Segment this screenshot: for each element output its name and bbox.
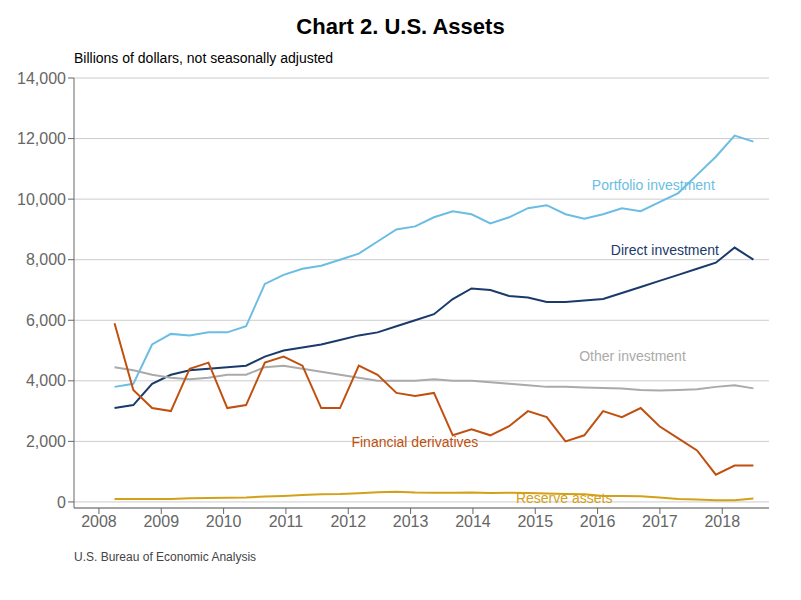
svg-text:Reserve assets: Reserve assets <box>516 490 612 506</box>
svg-text:Financial derivatives: Financial derivatives <box>351 434 478 450</box>
svg-text:2011: 2011 <box>269 513 304 530</box>
svg-text:2015: 2015 <box>517 513 553 530</box>
svg-text:0: 0 <box>57 494 66 511</box>
html-text:Chart 2. U.S. Assets: Chart 2. U.S. Assets <box>296 14 505 39</box>
svg-text:2008: 2008 <box>81 513 117 530</box>
svg-text:2013: 2013 <box>393 513 429 530</box>
html-text:Billions of dollars, not seaso: Billions of dollars, not seasonally adju… <box>74 50 334 66</box>
svg-text:2009: 2009 <box>143 513 179 530</box>
svg-text:4,000: 4,000 <box>26 372 66 389</box>
svg-text:2014: 2014 <box>455 513 491 530</box>
svg-text:10,000: 10,000 <box>17 191 66 208</box>
html-text:U.S. Bureau of Economic Analys: U.S. Bureau of Economic Analysis <box>74 550 257 564</box>
svg-text:2018: 2018 <box>704 513 740 530</box>
svg-text:12,000: 12,000 <box>17 130 66 147</box>
svg-text:2,000: 2,000 <box>26 433 66 450</box>
svg-text:2017: 2017 <box>642 513 678 530</box>
svg-text:6,000: 6,000 <box>26 312 66 329</box>
svg-text:14,000: 14,000 <box>17 70 66 87</box>
svg-text:Other investment: Other investment <box>579 348 686 364</box>
svg-text:Direct investment: Direct investment <box>611 242 719 258</box>
svg-text:2016: 2016 <box>580 513 616 530</box>
svg-text:8,000: 8,000 <box>26 251 66 268</box>
svg-text:2010: 2010 <box>206 513 242 530</box>
svg-text:2012: 2012 <box>330 513 366 530</box>
svg-text:Portfolio investment: Portfolio investment <box>592 177 715 193</box>
